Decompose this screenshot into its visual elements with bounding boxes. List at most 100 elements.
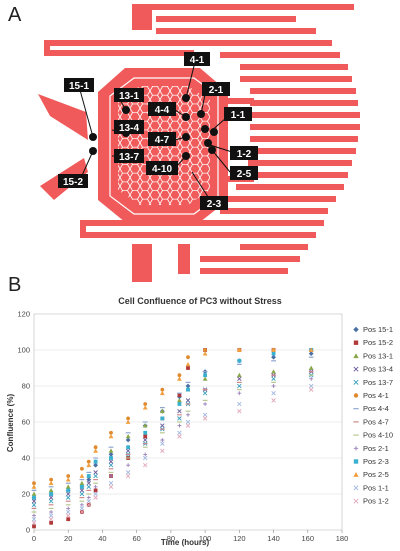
label-2-5: 2-5 xyxy=(230,166,258,180)
data-point xyxy=(202,376,208,381)
data-point xyxy=(79,473,85,478)
data-point xyxy=(32,513,36,518)
data-point xyxy=(271,398,276,403)
data-point xyxy=(48,516,54,522)
data-point xyxy=(31,484,37,489)
data-point xyxy=(160,423,165,428)
sensor-dot xyxy=(204,139,212,147)
legend-marker xyxy=(353,485,359,491)
panel-a-letter: A xyxy=(8,4,22,26)
data-point xyxy=(142,423,148,428)
data-point xyxy=(108,462,114,468)
data-point xyxy=(79,509,85,515)
data-point xyxy=(66,509,71,515)
data-point xyxy=(202,390,208,396)
data-point xyxy=(186,412,190,417)
legend-marker xyxy=(353,379,359,385)
legend-marker xyxy=(353,366,359,372)
svg-text:2-3: 2-3 xyxy=(207,199,222,210)
x-tick-label: 40 xyxy=(98,534,106,543)
data-point xyxy=(48,513,54,518)
x-tick-label: 0 xyxy=(32,534,36,543)
data-point xyxy=(177,423,182,428)
legend-marker xyxy=(353,472,359,477)
data-point xyxy=(49,510,54,514)
legend-marker xyxy=(353,446,359,451)
data-point xyxy=(93,445,98,450)
chart-title: Cell Confluence of PC3 without Stress xyxy=(118,296,282,306)
series-pos-4-4 xyxy=(31,356,314,491)
data-point xyxy=(185,362,191,367)
data-point xyxy=(159,390,165,396)
data-point xyxy=(237,383,242,389)
y-tick-label: 60 xyxy=(22,418,30,427)
label-2-1: 2-1 xyxy=(202,82,230,96)
data-point xyxy=(237,376,242,382)
data-point xyxy=(308,387,314,392)
y-axis-label: Confluence (%) xyxy=(6,394,15,453)
data-point xyxy=(80,502,84,507)
data-point xyxy=(86,477,92,482)
data-point xyxy=(125,473,131,479)
data-point xyxy=(308,347,314,352)
data-point xyxy=(108,452,114,457)
x-tick-label: 60 xyxy=(132,534,140,543)
sensor-dot xyxy=(182,113,190,121)
svg-text:2-5: 2-5 xyxy=(237,169,252,180)
data-point xyxy=(48,480,54,486)
legend-entry: Pos 4-4 xyxy=(363,404,389,413)
legend-entry: Pos 4-1 xyxy=(363,391,389,400)
data-point xyxy=(236,372,242,378)
data-point xyxy=(203,373,208,378)
legend-marker xyxy=(353,326,359,333)
data-point xyxy=(32,495,36,500)
legend-entry: Pos 13-1 xyxy=(363,351,393,360)
series-pos-2-1 xyxy=(32,376,314,518)
sensor-dot xyxy=(208,146,216,154)
svg-text:1-2: 1-2 xyxy=(237,149,252,160)
data-point xyxy=(177,393,182,397)
data-point xyxy=(143,437,148,443)
label-1-2: 1-2 xyxy=(230,146,258,160)
data-point xyxy=(125,419,131,424)
data-point xyxy=(271,376,276,382)
data-point xyxy=(86,480,91,486)
sensor-dot xyxy=(182,152,190,160)
data-point xyxy=(159,408,165,414)
x-tick-label: 140 xyxy=(267,534,280,543)
x-tick-label: 20 xyxy=(64,534,72,543)
data-point xyxy=(185,419,191,425)
data-point xyxy=(271,384,276,388)
data-point xyxy=(143,462,148,468)
data-point xyxy=(65,484,71,489)
data-point xyxy=(79,491,85,497)
data-point xyxy=(93,491,98,497)
svg-text:4-7: 4-7 xyxy=(155,135,170,146)
sensor-dot xyxy=(197,110,205,118)
data-point xyxy=(86,502,91,508)
data-point xyxy=(66,474,71,478)
data-point xyxy=(202,412,208,418)
data-point xyxy=(177,416,182,421)
data-point xyxy=(202,416,208,421)
series-pos-1-2 xyxy=(31,387,314,526)
data-point xyxy=(32,481,36,486)
data-point xyxy=(86,462,92,468)
series-pos-2-5 xyxy=(31,347,314,489)
data-point xyxy=(126,416,131,421)
data-point xyxy=(185,383,191,389)
data-point xyxy=(79,480,85,486)
data-point xyxy=(32,524,36,529)
data-point xyxy=(160,416,165,421)
legend-marker xyxy=(353,498,359,504)
data-point xyxy=(80,466,84,471)
svg-text:13-1: 13-1 xyxy=(119,91,139,102)
data-point xyxy=(31,498,37,504)
data-point xyxy=(237,408,242,414)
sensor-dot xyxy=(89,147,97,155)
legend-entry: Pos 4-7 xyxy=(363,417,389,426)
data-point xyxy=(177,376,182,381)
data-point xyxy=(31,520,37,526)
y-tick-label: 120 xyxy=(17,310,30,319)
